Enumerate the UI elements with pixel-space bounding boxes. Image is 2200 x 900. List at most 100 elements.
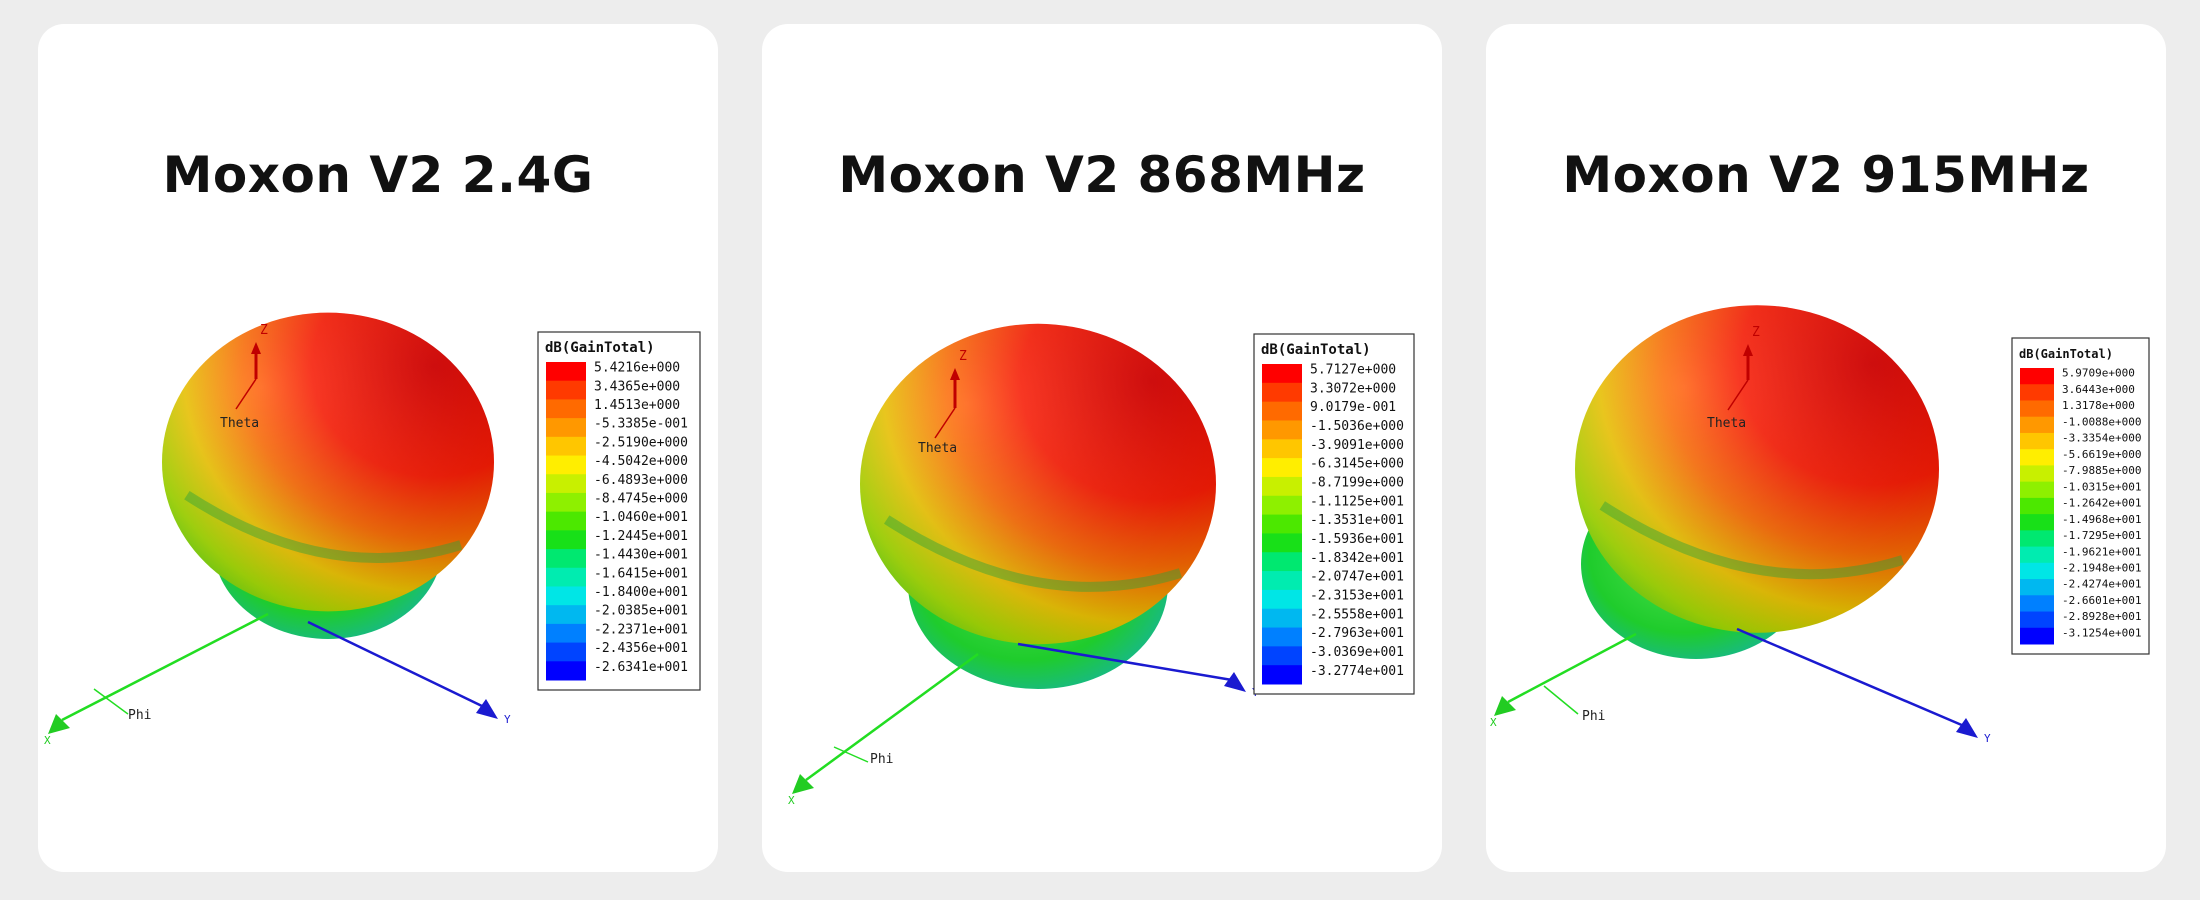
legend-value: -1.7295e+001 <box>2062 529 2141 542</box>
legend-swatch <box>546 623 586 644</box>
legend-value: -1.6415e+001 <box>594 566 688 581</box>
legend-value: -1.0088e+000 <box>2062 415 2141 428</box>
legend-swatch <box>1262 514 1302 534</box>
pattern-shading <box>1575 305 1939 633</box>
legend-value: -6.4893e+000 <box>594 473 688 488</box>
legend-value: -1.2445e+001 <box>594 529 688 544</box>
legend-swatch <box>1262 533 1302 553</box>
legend-swatch <box>2020 497 2054 515</box>
legend-value: -3.0369e+001 <box>1310 645 1404 660</box>
legend-swatch <box>2020 562 2054 580</box>
gain-color-legend: dB(GainTotal) 5.4216e+000 3.4365e+000 1.451… <box>537 331 701 691</box>
legend-swatch <box>546 549 586 569</box>
y-axis-arrow <box>476 699 498 719</box>
legend-value: -1.2642e+001 <box>2062 497 2141 510</box>
legend-value: -1.4968e+001 <box>2062 513 2141 526</box>
legend-value: -1.5036e+000 <box>1310 419 1404 434</box>
z-axis-label: Z <box>260 323 268 338</box>
legend-value: -2.2371e+001 <box>594 622 688 637</box>
legend-swatch <box>2020 595 2054 613</box>
pattern-crease <box>1599 501 1905 580</box>
x-axis-arrow <box>48 714 70 734</box>
legend-swatch <box>2020 611 2054 629</box>
legend-value: -1.5936e+001 <box>1310 532 1404 547</box>
legend-swatch <box>2020 384 2054 401</box>
legend-value: 5.9709e+000 <box>2062 367 2135 380</box>
legend-value: -3.9091e+000 <box>1310 438 1404 453</box>
legend-swatch <box>2020 481 2054 499</box>
theta-arc <box>1727 379 1749 411</box>
panel-868mhz: Moxon V2 868MHz ZThetaXPhiYdB(GainTotal)… <box>762 24 1442 872</box>
legend-swatch <box>1262 665 1302 685</box>
legend-swatch <box>2020 465 2054 483</box>
legend-value: -2.3153e+001 <box>1310 588 1404 603</box>
legend-value: -3.3354e+000 <box>2062 432 2141 445</box>
theta-label: Theta <box>918 441 957 456</box>
legend-swatch <box>546 661 586 681</box>
legend-value: -3.1254e+001 <box>2062 626 2141 639</box>
x-axis-arrow <box>1494 696 1516 716</box>
legend-swatch <box>546 586 586 606</box>
legend-title: dB(GainTotal) <box>2019 347 2113 361</box>
y-axis-label: Y <box>1984 732 1991 745</box>
legend-value: -2.1948e+001 <box>2062 562 2141 575</box>
legend-swatch <box>2020 546 2054 564</box>
legend-value: -2.5190e+000 <box>594 435 688 450</box>
x-axis-label: X <box>1490 716 1497 729</box>
legend-swatch <box>546 399 586 419</box>
gain-color-legend: dB(GainTotal) 5.9709e+000 3.6443e+000 1.317… <box>2011 337 2150 655</box>
gain-pattern-3d <box>860 323 1216 689</box>
legend-swatch <box>546 380 586 400</box>
legend-value: 5.7127e+000 <box>1310 363 1396 378</box>
x-axis <box>1507 632 1637 704</box>
legend-swatch <box>546 474 586 494</box>
legend-swatch <box>2020 514 2054 531</box>
legend-swatch <box>546 605 586 625</box>
legend-swatch <box>1262 364 1302 384</box>
y-axis <box>1736 627 1965 728</box>
gain-pattern-3d <box>162 312 494 639</box>
legend-value: -1.9621e+001 <box>2062 545 2141 558</box>
legend-swatch <box>1262 458 1302 478</box>
theta-arc <box>934 407 956 439</box>
legend-value: -4.5042e+000 <box>594 454 688 469</box>
y-axis-arrow <box>1956 718 1978 738</box>
legend-value: 3.4365e+000 <box>594 379 680 394</box>
legend-value: -2.6601e+001 <box>2062 594 2141 607</box>
legend-value: -1.8342e+001 <box>1310 551 1404 566</box>
radiation-pattern-plot: ZThetaXPhiYdB(GainTotal)5.7127e+0003.307… <box>788 323 1415 807</box>
z-axis-label: Z <box>1752 325 1760 340</box>
legend-swatch <box>1262 495 1302 516</box>
legend-swatch <box>546 530 586 550</box>
legend-value: -2.0385e+001 <box>594 604 688 619</box>
panel-title: Moxon V2 915MHz <box>1562 146 2090 204</box>
gain-pattern-3d <box>1575 305 1939 659</box>
legend-value: -2.7963e+001 <box>1310 626 1404 641</box>
legend-swatch <box>1262 646 1302 666</box>
legend-value: -8.4745e+000 <box>594 491 688 506</box>
legend-swatch <box>546 567 586 587</box>
pattern-shading <box>162 312 494 612</box>
phi-label: Phi <box>128 708 151 723</box>
legend-swatch <box>2020 579 2054 596</box>
legend-swatch <box>546 492 586 513</box>
legend-value: -2.4274e+001 <box>2062 578 2141 591</box>
y-axis-arrow <box>1224 672 1246 692</box>
x-axis-label: X <box>44 734 51 747</box>
legend-value: 3.3072e+000 <box>1310 381 1396 396</box>
legend-value: 1.4513e+000 <box>594 398 680 413</box>
axis-triad: Z Theta X Phi Y <box>44 323 511 747</box>
legend-swatch <box>1262 401 1302 421</box>
legend-swatch <box>546 436 586 457</box>
x-axis <box>805 652 979 782</box>
phi-arc <box>93 688 129 715</box>
legend-title: dB(GainTotal) <box>1261 342 1371 358</box>
z-axis-arrow <box>950 368 960 380</box>
legend-value: -1.3531e+001 <box>1310 513 1404 528</box>
legend-swatch <box>2020 432 2054 450</box>
legend-value: 9.0179e-001 <box>1310 400 1396 415</box>
z-axis-arrow <box>251 342 261 354</box>
legend-swatch <box>1262 439 1302 459</box>
